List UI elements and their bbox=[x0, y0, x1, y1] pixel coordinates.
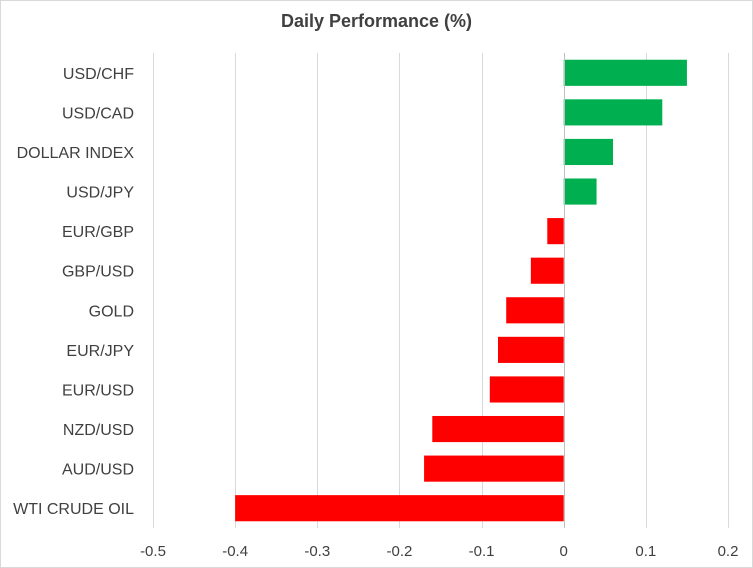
x-tick-label: 0.2 bbox=[718, 543, 739, 560]
bar-usd-jpy bbox=[563, 178, 597, 205]
category-label: USD/CHF bbox=[63, 66, 134, 83]
category-label: USD/CAD bbox=[62, 105, 134, 122]
category-label: USD/JPY bbox=[66, 185, 134, 202]
category-label: GBP/USD bbox=[62, 264, 134, 281]
bar-aud-usd bbox=[424, 455, 564, 482]
x-tick-label: -0.5 bbox=[140, 543, 166, 560]
bar-wti-crude-oil bbox=[235, 495, 564, 522]
bar-eur-jpy bbox=[498, 336, 564, 363]
bar-nzd-usd bbox=[432, 415, 564, 443]
bar-gold bbox=[506, 297, 564, 324]
x-tick-label: -0.1 bbox=[469, 543, 495, 560]
category-label: EUR/JPY bbox=[66, 343, 134, 360]
bar-eur-gbp bbox=[547, 218, 564, 245]
category-label: AUD/USD bbox=[62, 462, 134, 479]
chart-title: Daily Performance (%) bbox=[280, 11, 473, 31]
category-label: NZD/USD bbox=[63, 422, 134, 439]
x-tick-label: -0.2 bbox=[386, 543, 412, 560]
x-tick-label: 0 bbox=[560, 543, 568, 560]
category-label: DOLLAR INDEX bbox=[17, 145, 135, 162]
category-label: WTI CRUDE OIL bbox=[13, 501, 134, 518]
bar-eur-usd bbox=[489, 376, 564, 403]
category-label: GOLD bbox=[89, 303, 134, 320]
bar-gbp-usd bbox=[530, 257, 564, 284]
x-tick-label: -0.3 bbox=[304, 543, 330, 560]
bar-usd-chf bbox=[563, 59, 687, 86]
category-label: EUR/USD bbox=[62, 382, 134, 399]
category-label: EUR/GBP bbox=[62, 224, 134, 241]
x-tick-label: -0.4 bbox=[222, 543, 248, 560]
bar-dollar-index bbox=[563, 138, 613, 166]
bar-usd-cad bbox=[563, 99, 663, 126]
x-tick-label: 0.1 bbox=[635, 543, 656, 560]
